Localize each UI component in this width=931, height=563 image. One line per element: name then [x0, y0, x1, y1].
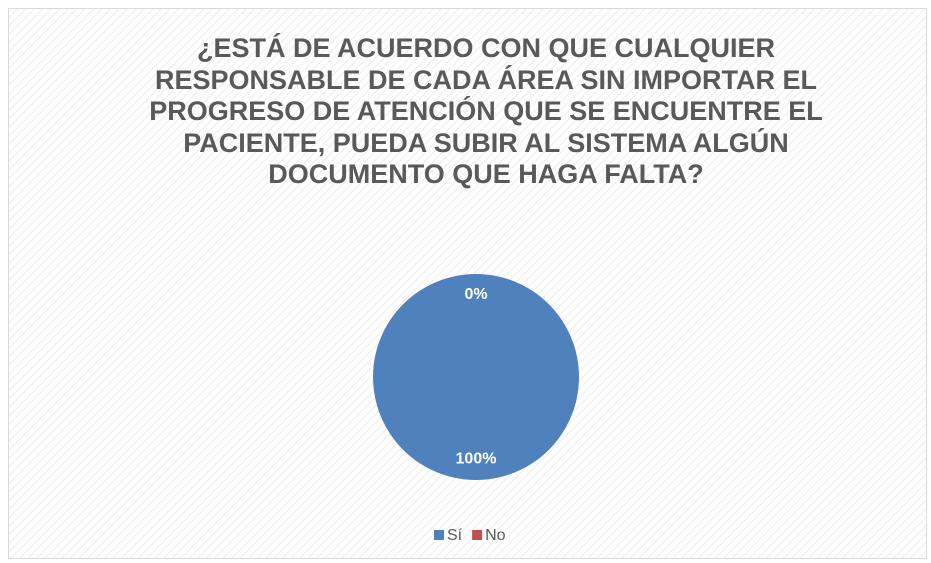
legend-swatch	[434, 530, 444, 540]
legend-label: Sí	[447, 527, 463, 544]
pie-slice	[373, 274, 579, 480]
data-label: 0%	[464, 286, 487, 303]
legend-label: No	[485, 527, 506, 544]
data-label: 100%	[456, 451, 497, 468]
legend-swatch	[472, 530, 483, 540]
chart-title: ¿ESTÁ DE ACUERDO CON QUE CUALQUIER RESPO…	[149, 33, 823, 189]
